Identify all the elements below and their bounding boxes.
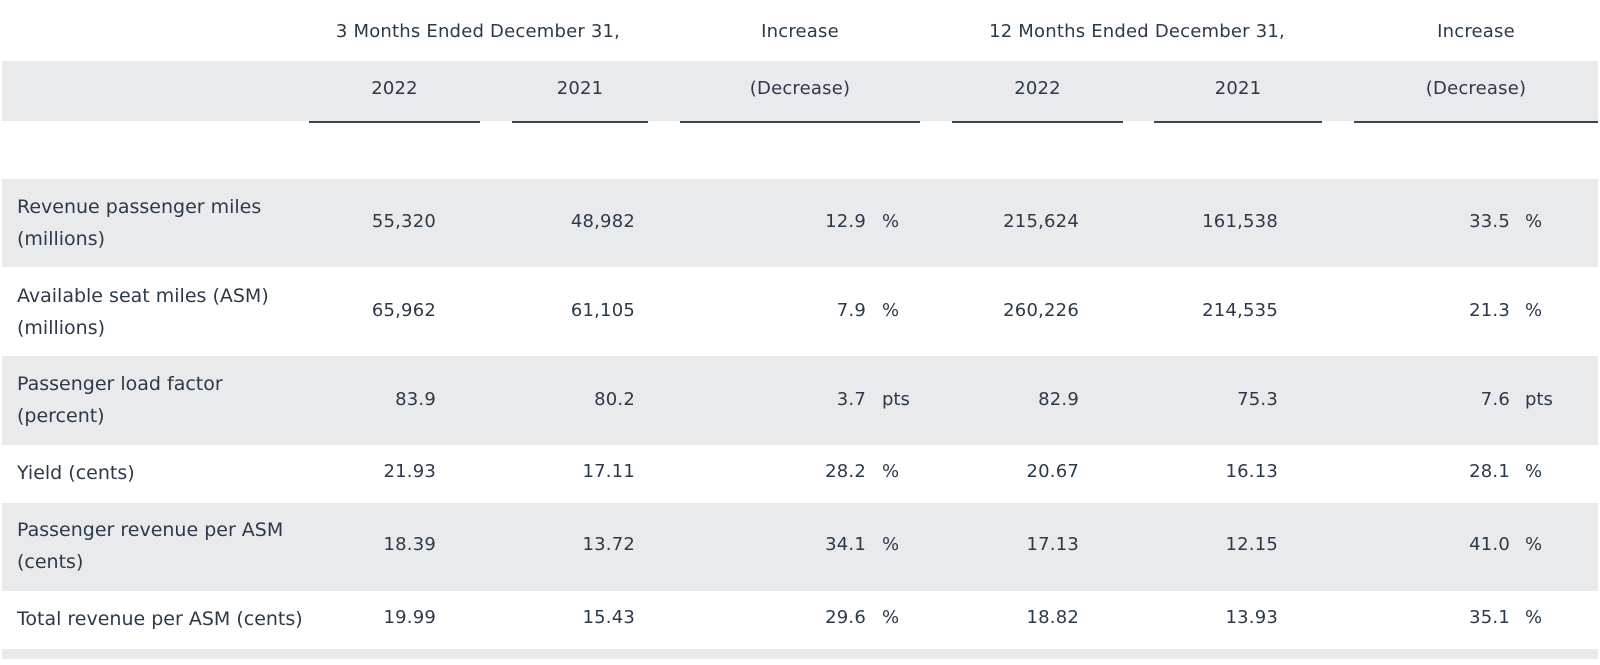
table-row: Passenger load factor (percent) 83.9 80.… xyxy=(2,356,1598,445)
rule-change-12m xyxy=(1354,121,1598,123)
table-row: Total revenue per ASM (cents) 19.99 15.4… xyxy=(2,591,1598,649)
cell-y-unit: % xyxy=(1525,461,1543,482)
header-2022-3m: 2022 xyxy=(371,78,418,99)
rule-change-3m xyxy=(680,121,920,123)
row-label: Total revenue per ASM (cents) xyxy=(17,608,303,630)
cell-y22: 82.9 xyxy=(1038,389,1079,410)
cell-q-unit: % xyxy=(882,300,900,321)
cell-q-change: 29.6 xyxy=(825,607,866,628)
cell-q21: 80.2 xyxy=(594,389,635,410)
cell-y-change: 41.0 xyxy=(1469,534,1510,555)
cell-q22: 21.93 xyxy=(383,461,436,482)
header-row-years: 2022 2021 (Decrease) 2022 2021 (Decrease… xyxy=(2,61,1598,121)
header-2022-12m: 2022 xyxy=(1014,78,1061,99)
row-label: Passenger load factor (percent) xyxy=(17,373,223,427)
header-increase-12m: Increase xyxy=(1437,21,1515,42)
row-label: Yield (cents) xyxy=(17,462,135,484)
cell-y22: 17.13 xyxy=(1026,534,1079,555)
header-2021-12m: 2021 xyxy=(1214,78,1262,99)
rule-2021-12m xyxy=(1154,121,1322,123)
header-decrease-12m: (Decrease) xyxy=(1425,78,1527,99)
cell-q22: 83.9 xyxy=(395,389,436,410)
cell-q22: 19.99 xyxy=(383,607,436,628)
cell-q-change: 7.9 xyxy=(836,300,866,321)
cell-q22: 65,962 xyxy=(371,300,436,321)
cell-y-unit: % xyxy=(1525,607,1543,628)
header-2021-3m: 2021 xyxy=(556,78,604,99)
cell-y21: 161,538 xyxy=(1202,211,1278,232)
header-12-months: 12 Months Ended December 31, xyxy=(989,21,1285,42)
row-label: Passenger revenue per ASM (cents) xyxy=(17,519,284,573)
cell-y22: 20.67 xyxy=(1026,461,1079,482)
cell-y-change: 7.6 xyxy=(1480,389,1510,410)
cell-q-unit: % xyxy=(882,211,900,232)
cell-y21: 12.15 xyxy=(1225,534,1278,555)
cell-q-unit: % xyxy=(882,534,900,555)
cell-y21: 75.3 xyxy=(1237,389,1278,410)
cell-y-unit: % xyxy=(1525,211,1543,232)
cell-q-change: 28.2 xyxy=(825,461,866,482)
cell-y-unit: % xyxy=(1525,300,1543,321)
cell-y-unit: pts xyxy=(1525,389,1553,410)
cell-q21: 61,105 xyxy=(570,300,635,321)
rule-2022-3m xyxy=(309,121,480,123)
cell-q-unit: pts xyxy=(882,389,910,410)
cell-q-change: 34.1 xyxy=(825,534,866,555)
cell-q21: 13.72 xyxy=(582,534,635,555)
cell-q-unit: % xyxy=(882,461,900,482)
rule-2022-12m xyxy=(952,121,1123,123)
cell-y-change: 21.3 xyxy=(1469,300,1510,321)
header-row-periods: 3 Months Ended December 31, Increase 12 … xyxy=(2,3,1598,61)
table-row: Yield (cents) 21.93 17.11 28.2 % 20.67 1… xyxy=(2,445,1598,503)
cell-y22: 18.82 xyxy=(1026,607,1079,628)
header-3-months: 3 Months Ended December 31, xyxy=(335,21,621,42)
cell-q22: 55,320 xyxy=(371,211,436,232)
operating-statistics-table: 3 Months Ended December 31, Increase 12 … xyxy=(2,3,1598,659)
spacer-row xyxy=(2,121,1598,179)
cell-y22: 260,226 xyxy=(1003,300,1079,321)
table-row: Passenger revenue per ASM (cents) 18.39 … xyxy=(2,503,1598,591)
cell-y21: 16.13 xyxy=(1225,461,1278,482)
cell-y-unit: % xyxy=(1525,534,1543,555)
cell-q-change: 3.7 xyxy=(836,389,866,410)
cell-y21: 13.93 xyxy=(1225,607,1278,628)
cell-q-change: 12.9 xyxy=(825,211,866,232)
cell-y-change: 35.1 xyxy=(1469,607,1510,628)
cell-y-change: 33.5 xyxy=(1469,211,1510,232)
cell-y22: 215,624 xyxy=(1003,211,1079,232)
header-increase-3m: Increase xyxy=(761,21,839,42)
table-row: Revenue passenger miles (millions) 55,32… xyxy=(2,179,1598,267)
row-label: Revenue passenger miles (millions) xyxy=(17,196,262,250)
rule-2021-3m xyxy=(512,121,648,123)
header-decrease-3m: (Decrease) xyxy=(749,78,851,99)
cell-q22: 18.39 xyxy=(383,534,436,555)
row-label: Available seat miles (ASM) (millions) xyxy=(17,285,269,339)
cell-y21: 214,535 xyxy=(1202,300,1278,321)
cell-q-unit: % xyxy=(882,607,900,628)
cell-y-change: 28.1 xyxy=(1469,461,1510,482)
table-row: Available seat miles (ASM) (millions) 65… xyxy=(2,267,1598,356)
cell-q21: 15.43 xyxy=(582,607,635,628)
cell-q21: 48,982 xyxy=(570,211,635,232)
cell-q21: 17.11 xyxy=(582,461,635,482)
